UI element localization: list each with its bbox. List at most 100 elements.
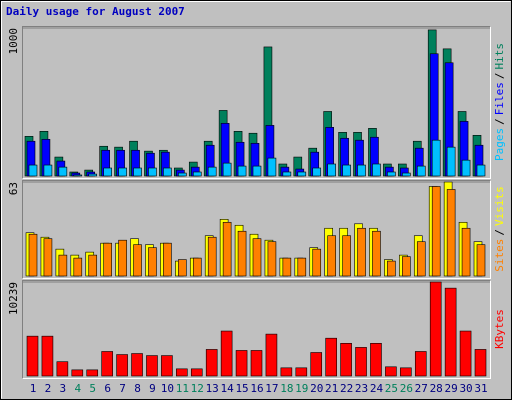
bar [416,165,426,177]
bar [280,367,293,377]
bar [431,186,441,277]
legend-entry: Hits [493,43,506,70]
bar [355,347,367,377]
bar [207,166,217,177]
bar [178,172,187,177]
bar [357,227,366,277]
bar [400,367,412,377]
bar [26,335,39,377]
bar [297,257,307,277]
x-tick-label: 3 [60,382,67,395]
legend-entry: Pages [493,128,506,161]
x-tick-label: 9 [149,382,156,395]
legend-entry: KBytes [493,309,506,349]
legend-separator: / [493,229,506,236]
bar [58,254,68,277]
bar [342,235,351,277]
bar [444,287,457,377]
x-tick-label: 23 [355,382,368,395]
bar [312,167,322,177]
chart-title: Daily usage for August 2007 [6,5,185,18]
x-tick-label: 15 [235,382,248,395]
x-tick-label: 5 [89,382,96,395]
legend: Pages / Files / Hits [493,43,506,161]
x-tick-label: 4 [74,382,81,395]
bar [118,167,127,177]
bar [148,167,157,177]
bar [148,247,157,277]
bar [220,330,233,377]
legend-entry: Visits [493,186,506,226]
bar [252,238,262,277]
bar [237,165,247,177]
legend-entry: Files [493,82,506,115]
bar [116,354,128,377]
bar [43,164,53,177]
legend: Sites / Visits [493,186,506,272]
bar [372,163,381,177]
bar [267,157,277,177]
bar [387,171,396,177]
bar [146,355,158,377]
bar [446,189,456,277]
x-tick-label: 2 [45,382,52,395]
bar [385,366,397,377]
x-tick-label: 19 [295,382,308,395]
bar [161,355,173,377]
bar [250,350,263,377]
bar [73,257,83,277]
bar [192,257,202,277]
bar [474,349,487,377]
panel-edge [22,180,491,279]
legend-separator: / [493,118,506,125]
x-tick-label: 6 [104,382,111,395]
x-tick-label: 21 [325,382,338,395]
bar [207,236,217,277]
bar [282,257,292,277]
bar [446,146,456,177]
x-tick-label: 17 [265,382,278,395]
bar [431,139,441,177]
x-tick-label: 16 [250,382,263,395]
x-tick-label: 18 [280,382,293,395]
x-tick-label: 8 [134,382,141,395]
bar [461,159,471,177]
y-tick-label: 10239 [7,282,20,315]
bar [297,171,307,177]
bar [267,241,277,277]
bar [205,349,218,377]
bar [327,163,336,177]
x-tick-label: 1 [30,382,37,395]
bar [387,260,396,277]
bar [237,230,247,277]
bar [414,351,427,377]
bar [178,259,187,277]
x-tick-label: 12 [191,382,204,395]
legend: KBytes [493,309,506,349]
bar [28,233,38,277]
x-tick-label: 7 [119,382,126,395]
bar [357,164,366,177]
x-tick-label: 11 [176,382,189,395]
bar [101,351,113,377]
bar [41,335,54,377]
bar [88,254,98,277]
bar [88,173,98,177]
legend-entry: Sites [493,239,506,272]
bar [133,167,142,177]
bar [327,235,336,277]
bar [190,368,203,377]
bar [133,244,142,277]
x-tick-label: 22 [340,382,353,395]
bar [131,353,143,377]
bar [416,241,426,277]
bar [192,171,202,177]
x-tick-label: 25 [385,382,398,395]
bar [325,337,337,377]
bar [222,221,232,277]
bar [235,350,248,377]
bar [402,172,411,177]
bar [58,166,68,177]
bar [176,368,188,377]
